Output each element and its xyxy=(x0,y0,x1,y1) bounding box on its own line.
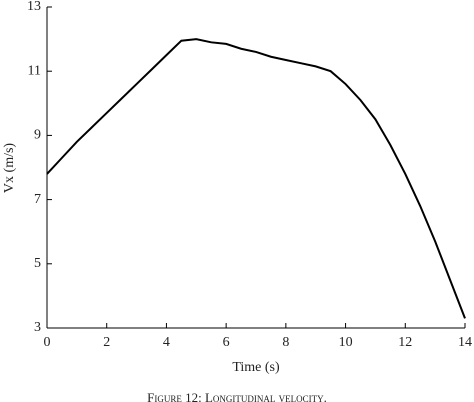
line xyxy=(46,38,466,319)
x-tick-label: 8 xyxy=(282,335,289,350)
y-tick-label: 13 xyxy=(27,0,41,14)
caption: Figure 12: Longitudinal velocity. xyxy=(147,390,327,402)
x-tick-label: 2 xyxy=(103,335,110,350)
y-tick-label: 11 xyxy=(28,63,41,78)
x-tick-label: 14 xyxy=(458,335,472,350)
x-tick-label: 12 xyxy=(398,335,412,350)
y-tick-label: 9 xyxy=(34,128,41,143)
y-tick-label: 7 xyxy=(34,192,41,207)
x-tick-label: 10 xyxy=(339,335,353,350)
y-tick-label: 3 xyxy=(34,320,41,335)
y-axis-label: Vx (m/s) xyxy=(2,143,17,194)
x-tick-label: 0 xyxy=(44,335,51,350)
x-axis-label: Time (s) xyxy=(232,360,280,375)
y-tick-label: 5 xyxy=(34,256,41,271)
x-tick-label: 4 xyxy=(163,335,170,350)
x-tick-label: 6 xyxy=(223,335,230,350)
